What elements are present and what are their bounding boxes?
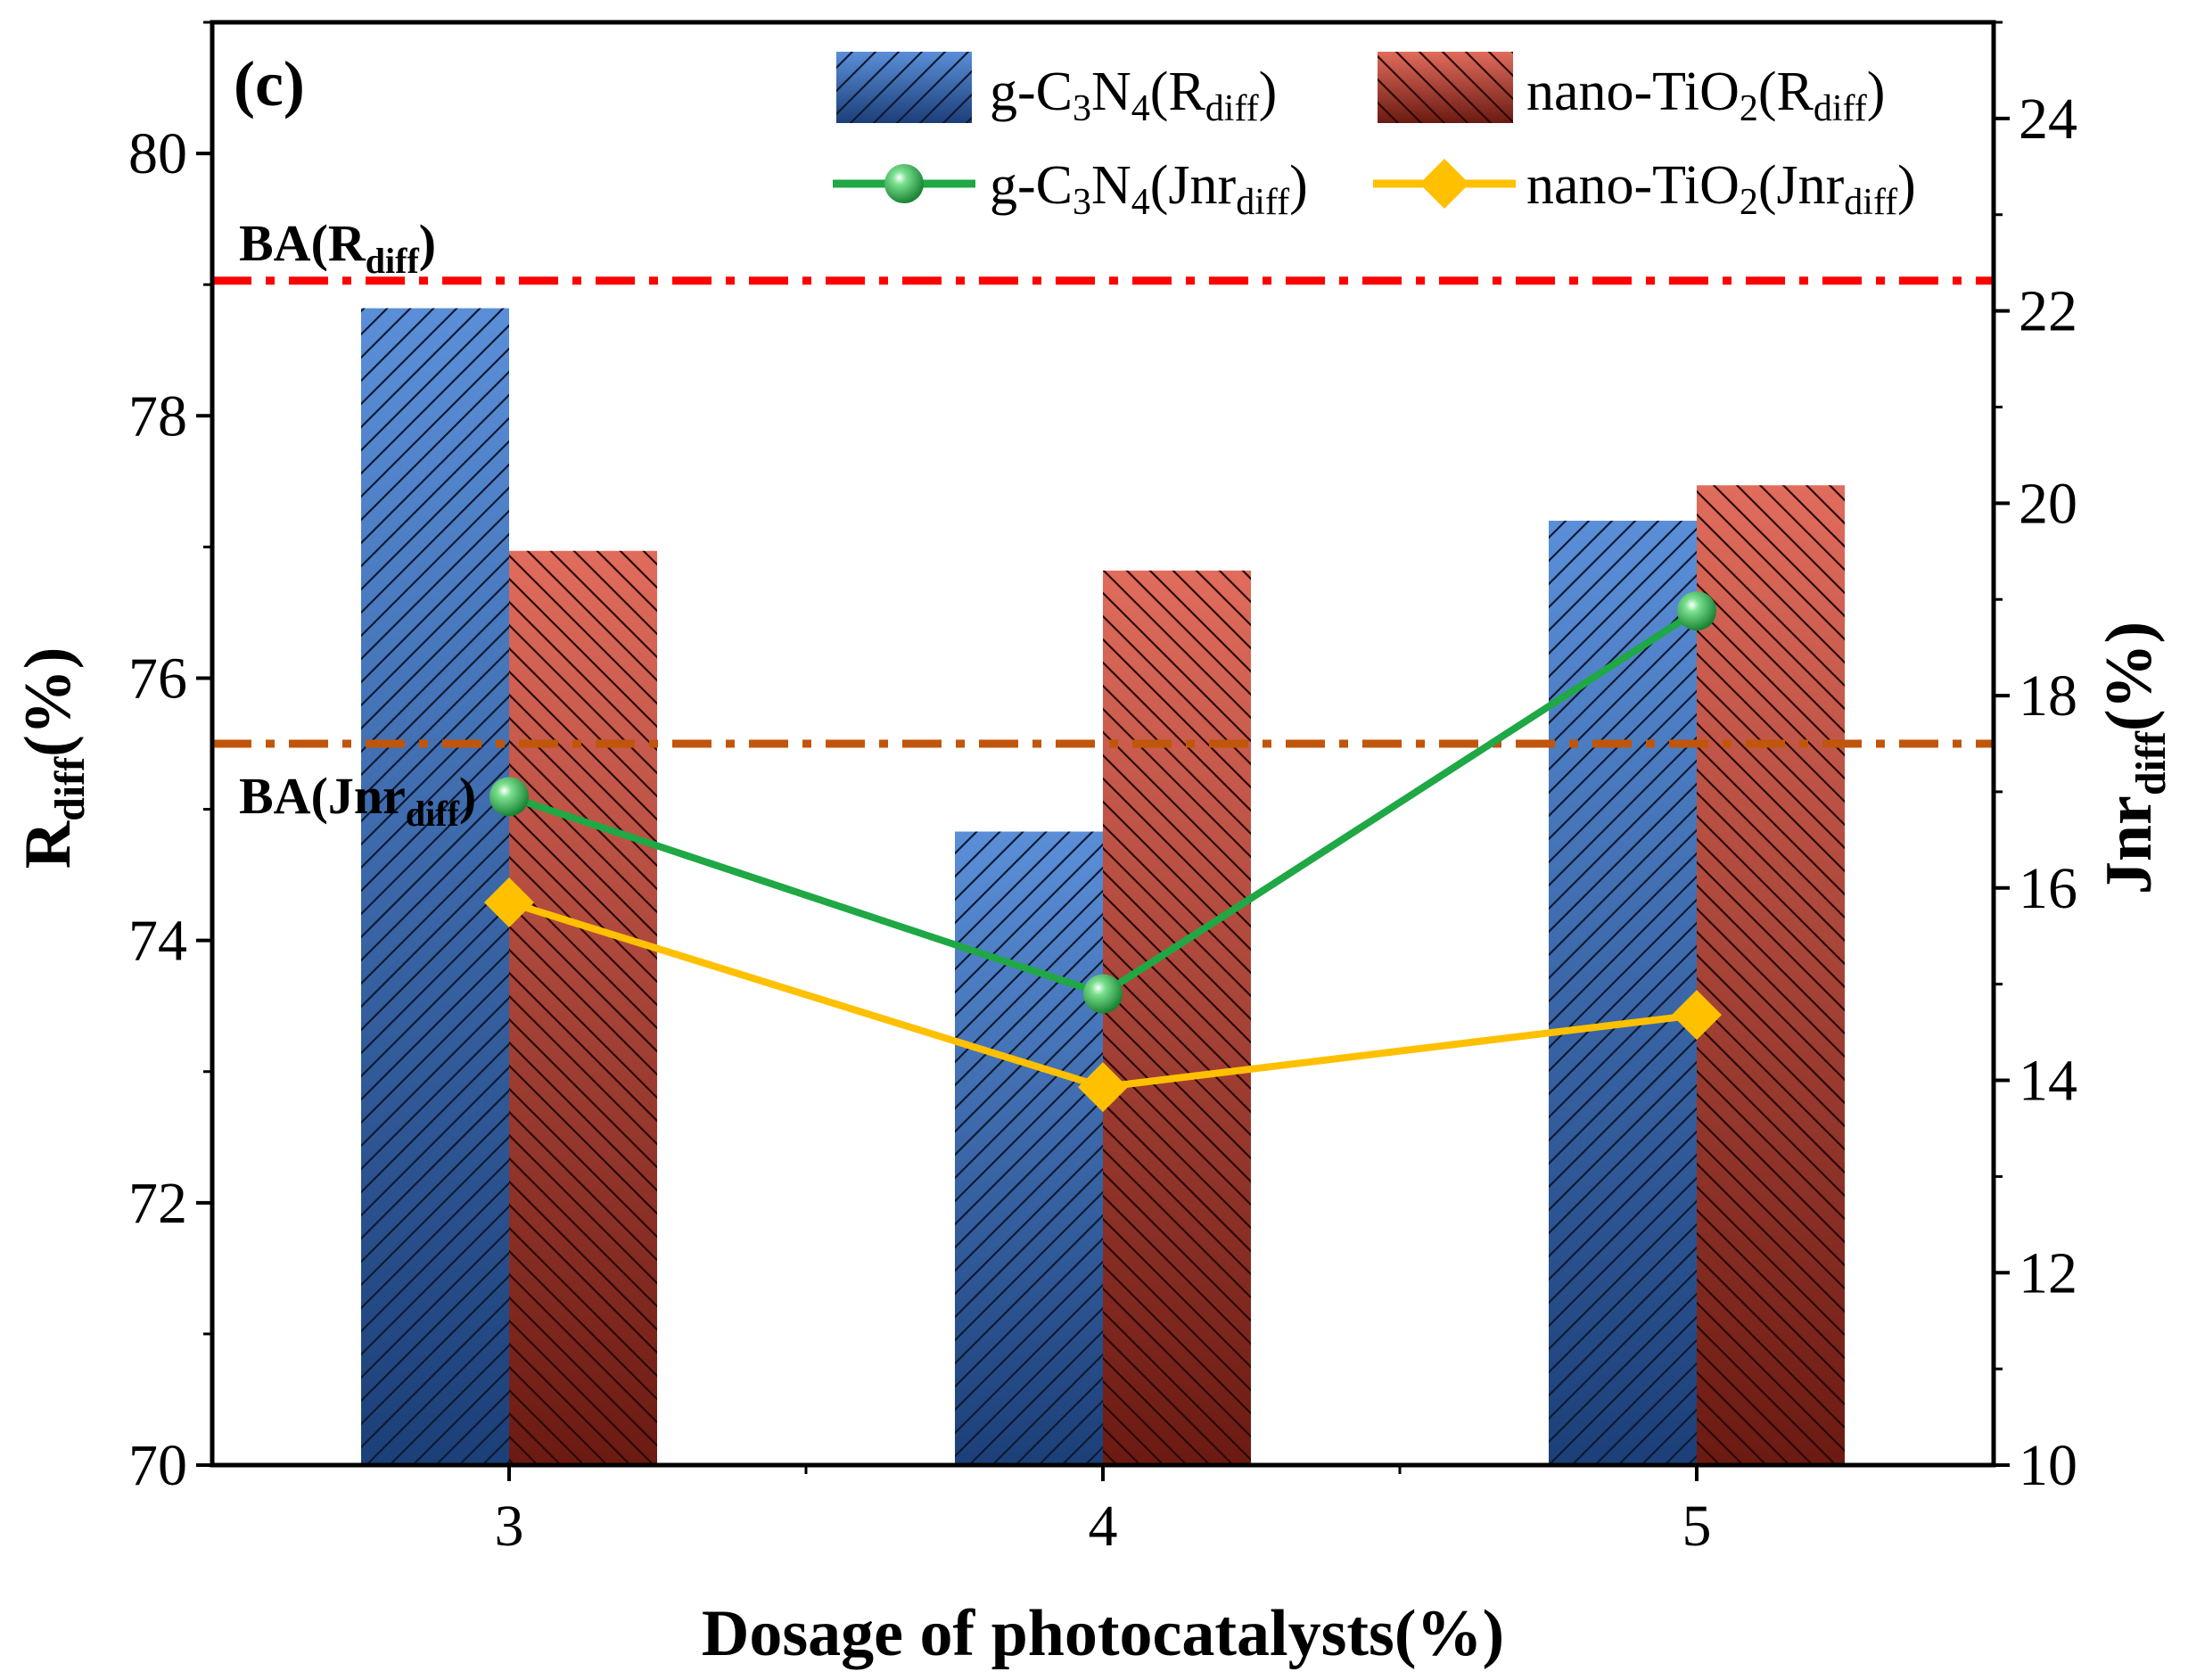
ref-label-rdiff-sub: diff [366, 241, 420, 281]
legend-label-0-pre: g-C [990, 62, 1073, 122]
legend-label-2-s1: 3 [1073, 182, 1091, 223]
point-gc3n4-jnrdiff-3 [489, 777, 529, 817]
legend-label-0-open: (R [1150, 62, 1206, 122]
y2-tick-label-18: 18 [2019, 663, 2077, 729]
legend-label-3-close: ) [1897, 155, 1916, 216]
legend-label-2-s2: 4 [1131, 182, 1150, 223]
legend-label-2-close: ) [1289, 155, 1308, 216]
x-axis-title: Dosage of photocatalysts(%) [702, 1597, 1504, 1670]
bars-layer [361, 308, 1845, 1465]
legend-marker-tio2-jnrdiff [1419, 159, 1469, 209]
y-axis-title-main: R [12, 819, 85, 869]
y2-tick-label-10: 10 [2019, 1433, 2077, 1498]
point-tio2-jnrdiff-5 [1672, 990, 1722, 1041]
legend-label-2-pre: g-C [990, 155, 1073, 216]
y2-tick-label-20: 20 [2019, 471, 2077, 536]
ref-label-jnrdiff-main: BA(Jnr [239, 767, 406, 825]
y-tick-label-76: 76 [128, 646, 187, 711]
y2-tick-label-14: 14 [2019, 1049, 2077, 1114]
ref-label-rdiff-tail: ) [419, 214, 436, 272]
legend-label-3-pre: nano-TiO [1526, 155, 1740, 216]
bar-hatch-tio2-3 [509, 550, 657, 1465]
legend-label-3-s1: 2 [1740, 182, 1758, 223]
legend-label-0-s2: 4 [1131, 88, 1150, 129]
legend-label-2-mid: N [1091, 155, 1131, 216]
bar-hatch-gc3n4-3 [361, 308, 509, 1465]
y2-tick-label-16: 16 [2019, 856, 2077, 921]
y2-axis-title: Jnrdiff(%) [2093, 622, 2175, 894]
legend-label-tio2-rdiff: nano-TiO2(Rdiff) [1526, 62, 1885, 129]
y-tick-label-80: 80 [128, 121, 187, 186]
lines-layer [484, 591, 1722, 1113]
panel-label: (c) [234, 48, 305, 119]
y2-tick-label-22: 22 [2019, 279, 2077, 344]
y2-tick-label-12: 12 [2019, 1240, 2077, 1305]
point-tio2-jnrdiff-4 [1078, 1062, 1128, 1113]
y-tick-label-72: 72 [128, 1171, 187, 1236]
ref-label-rdiff-main: BA(R [239, 214, 366, 272]
legend-label-1-pre: nano-TiO [1526, 62, 1740, 122]
ref-label-jnrdiff-tail: ) [459, 767, 476, 825]
legend: g-C3N4(Rdiff) nano-TiO2(Rdiff) g-C3N4(Jn… [833, 52, 1916, 223]
bar-hatch-gc3n4-4 [955, 831, 1103, 1465]
y-tick-label-74: 74 [128, 909, 187, 974]
legend-label-1-s1: 2 [1740, 88, 1758, 129]
ref-label-rdiff: BA(Rdiff) [239, 214, 436, 281]
ref-label-jnrdiff: BA(Jnrdiff) [239, 767, 476, 834]
legend-label-tio2-jnrdiff: nano-TiO2(Jnrdiff) [1526, 155, 1916, 223]
legend-label-1-open: (R [1758, 62, 1814, 122]
legend-swatch-gc3n4-rdiff-hatch [836, 52, 972, 123]
y2-axis-title-main: Jnr [2093, 795, 2166, 894]
bar-hatch-tio2-5 [1697, 485, 1845, 1465]
bar-hatch-tio2-4 [1103, 570, 1251, 1465]
legend-label-0-s3: diff [1205, 88, 1259, 129]
bar-hatch-gc3n4-5 [1549, 520, 1697, 1465]
legend-label-gc3n4-jnrdiff: g-C3N4(Jnrdiff) [990, 155, 1308, 223]
legend-label-0-mid: N [1091, 62, 1131, 122]
reference-lines-layer [212, 276, 1994, 748]
legend-label-3-open: (Jnr [1758, 155, 1845, 216]
y-tick-label-78: 78 [128, 383, 187, 449]
legend-label-0-close: ) [1259, 62, 1278, 122]
y-axis-title-tail: (%) [12, 647, 85, 757]
legend-label-2-s3: diff [1236, 182, 1289, 223]
y-axis-title: Rdiff(%) [12, 647, 94, 869]
legend-marker-gc3n4-jnrdiff [884, 164, 924, 203]
y2-tick-label-24: 24 [2019, 86, 2077, 152]
y-axis-title-sub: diff [46, 756, 94, 821]
point-tio2-jnrdiff-3 [484, 877, 534, 927]
legend-label-3-s3: diff [1844, 182, 1897, 223]
x-tick-label-4: 4 [1089, 1494, 1118, 1559]
x-tick-label-3: 3 [495, 1494, 524, 1559]
legend-swatch-tio2-rdiff-hatch [1378, 52, 1513, 123]
legend-label-1-s3: diff [1814, 88, 1867, 129]
y-tick-label-70: 70 [128, 1433, 187, 1498]
legend-label-gc3n4-rdiff: g-C3N4(Rdiff) [990, 62, 1277, 129]
legend-label-0-s1: 3 [1073, 88, 1091, 129]
legend-label-1-close: ) [1867, 62, 1886, 122]
point-gc3n4-jnrdiff-5 [1677, 591, 1716, 631]
y2-axis-title-tail: (%) [2093, 622, 2166, 731]
x-tick-label-5: 5 [1682, 1494, 1712, 1559]
ref-label-jnrdiff-sub: diff [406, 794, 460, 834]
y2-axis-title-sub: diff [2127, 730, 2175, 795]
legend-label-2-open: (Jnr [1150, 155, 1237, 216]
point-gc3n4-jnrdiff-4 [1083, 974, 1123, 1014]
